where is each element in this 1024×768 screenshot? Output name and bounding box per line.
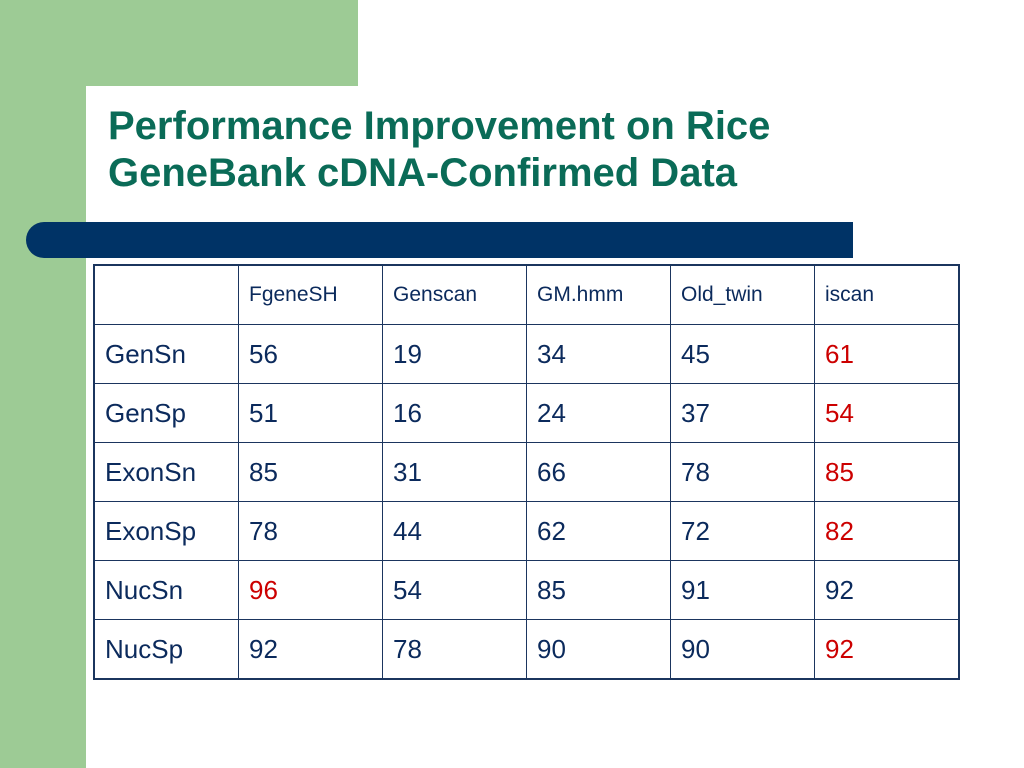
table-cell: 90: [670, 619, 815, 680]
slide-title: Performance Improvement on Rice GeneBank…: [108, 103, 770, 197]
table-cell: 78: [670, 442, 815, 502]
table-cell: 16: [382, 383, 527, 443]
table-cell: 37: [670, 383, 815, 443]
table-cell: 54: [382, 560, 527, 620]
title-divider-bar: [26, 222, 853, 258]
row-label: GenSp: [93, 383, 239, 443]
table-cell: 92: [814, 619, 960, 680]
table-cell: 54: [814, 383, 960, 443]
table-cell: 51: [238, 383, 383, 443]
row-label: ExonSp: [93, 501, 239, 561]
left-accent-bar: [0, 0, 86, 768]
row-label: ExonSn: [93, 442, 239, 502]
table-cell: 61: [814, 324, 960, 384]
table-cell: 44: [382, 501, 527, 561]
table-cell: 78: [382, 619, 527, 680]
row-label: NucSp: [93, 619, 239, 680]
table-cell: 91: [670, 560, 815, 620]
table-cell: 82: [814, 501, 960, 561]
table-cell: 34: [526, 324, 671, 384]
table-row: NucSn 96 54 85 91 92: [93, 560, 960, 620]
table-cell: 92: [814, 560, 960, 620]
performance-table: FgeneSH Genscan GM.hmm Old_twin iscan Ge…: [93, 264, 960, 680]
table-row: ExonSn 85 31 66 78 85: [93, 442, 960, 502]
table-cell: 66: [526, 442, 671, 502]
table-row: NucSp 92 78 90 90 92: [93, 619, 960, 680]
table-row: GenSp 51 16 24 37 54: [93, 383, 960, 443]
table-header-row: FgeneSH Genscan GM.hmm Old_twin iscan: [93, 264, 960, 325]
top-accent-block: [86, 0, 358, 86]
header-cell-iscan: iscan: [814, 264, 960, 325]
table-row: ExonSp 78 44 62 72 82: [93, 501, 960, 561]
table-cell: 85: [526, 560, 671, 620]
title-line-2: GeneBank cDNA-Confirmed Data: [108, 151, 738, 195]
table-cell: 62: [526, 501, 671, 561]
table-cell: 56: [238, 324, 383, 384]
table-cell: 85: [814, 442, 960, 502]
table-cell: 72: [670, 501, 815, 561]
table-cell: 45: [670, 324, 815, 384]
header-cell-blank: [93, 264, 239, 325]
table-cell: 78: [238, 501, 383, 561]
table-cell: 96: [238, 560, 383, 620]
header-cell-old-twin: Old_twin: [670, 264, 815, 325]
table-cell: 19: [382, 324, 527, 384]
table-cell: 90: [526, 619, 671, 680]
header-cell-fgenesh: FgeneSH: [238, 264, 383, 325]
table-cell: 85: [238, 442, 383, 502]
row-label: NucSn: [93, 560, 239, 620]
title-line-1: Performance Improvement on Rice: [108, 104, 771, 148]
row-label: GenSn: [93, 324, 239, 384]
header-cell-gmhmm: GM.hmm: [526, 264, 671, 325]
table-cell: 92: [238, 619, 383, 680]
table-cell: 31: [382, 442, 527, 502]
table-cell: 24: [526, 383, 671, 443]
header-cell-genscan: Genscan: [382, 264, 527, 325]
table-row: GenSn 56 19 34 45 61: [93, 324, 960, 384]
